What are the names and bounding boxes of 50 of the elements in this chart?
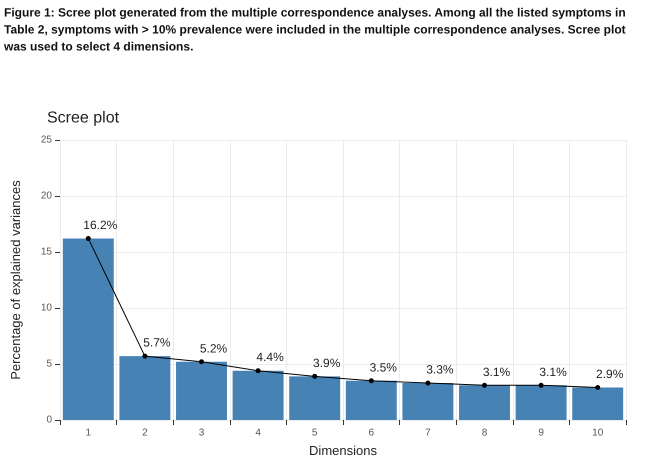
y-axis-title: Percentage of explained variances [8,180,23,380]
x-axis-title: Dimensions [309,443,378,458]
data-label: 5.2% [200,341,228,356]
y-tick-label: 5 [46,358,52,370]
y-tick-label: 20 [40,190,52,202]
y-tick-label: 15 [40,246,52,258]
bar [402,383,454,420]
x-tick-label: 7 [425,428,432,438]
data-label: 4.4% [256,350,284,364]
data-label: 3.1% [539,364,568,379]
point [199,359,204,364]
x-tick-label: 4 [255,428,262,438]
x-tick-label: 5 [312,428,318,438]
x-tick-label: 9 [538,428,544,438]
point [86,236,91,242]
data-label: 2.9% [596,367,624,382]
point [142,354,148,359]
caption: Figure 1: Scree plot generated from the multiple correspondence analyses. Among all the listed symptoms in Table 2, symptoms with > 10% prevalence were included in the multiple correspondence analyses. Scree plot was used to select 4 dimensions. [3,6,630,54]
x-tick-label: 6 [368,428,375,438]
bar [62,238,114,420]
x-tick-label: 1 [86,428,92,438]
point [312,374,318,379]
bar [176,362,227,420]
point [368,378,374,384]
data-label: 3.5% [370,360,398,374]
data-label: 3.1% [482,364,510,379]
x-tick-label: 8 [482,428,488,438]
data-label: 3.9% [313,356,341,370]
data-label: 16.2% [83,218,118,232]
bar [516,385,567,420]
data-label: 5.7% [143,336,171,350]
bar [232,370,284,420]
point [482,382,487,388]
data-label: 3.3% [426,362,454,377]
point [425,380,430,386]
x-tick-label: 2 [142,428,148,438]
point [595,385,600,390]
y-tick-label: 0 [46,414,52,426]
bar [572,388,624,420]
y-tick-label: 25 [40,134,52,146]
bar [119,356,170,420]
point [256,368,261,374]
x-tick-label: 3 [198,428,205,438]
point [538,382,544,388]
bar [459,385,510,420]
y-tick-label: 10 [40,302,52,314]
chart-title: Scree plot [47,110,120,126]
bar [289,376,340,420]
x-tick-label: 10 [592,428,604,438]
bar [346,380,397,420]
